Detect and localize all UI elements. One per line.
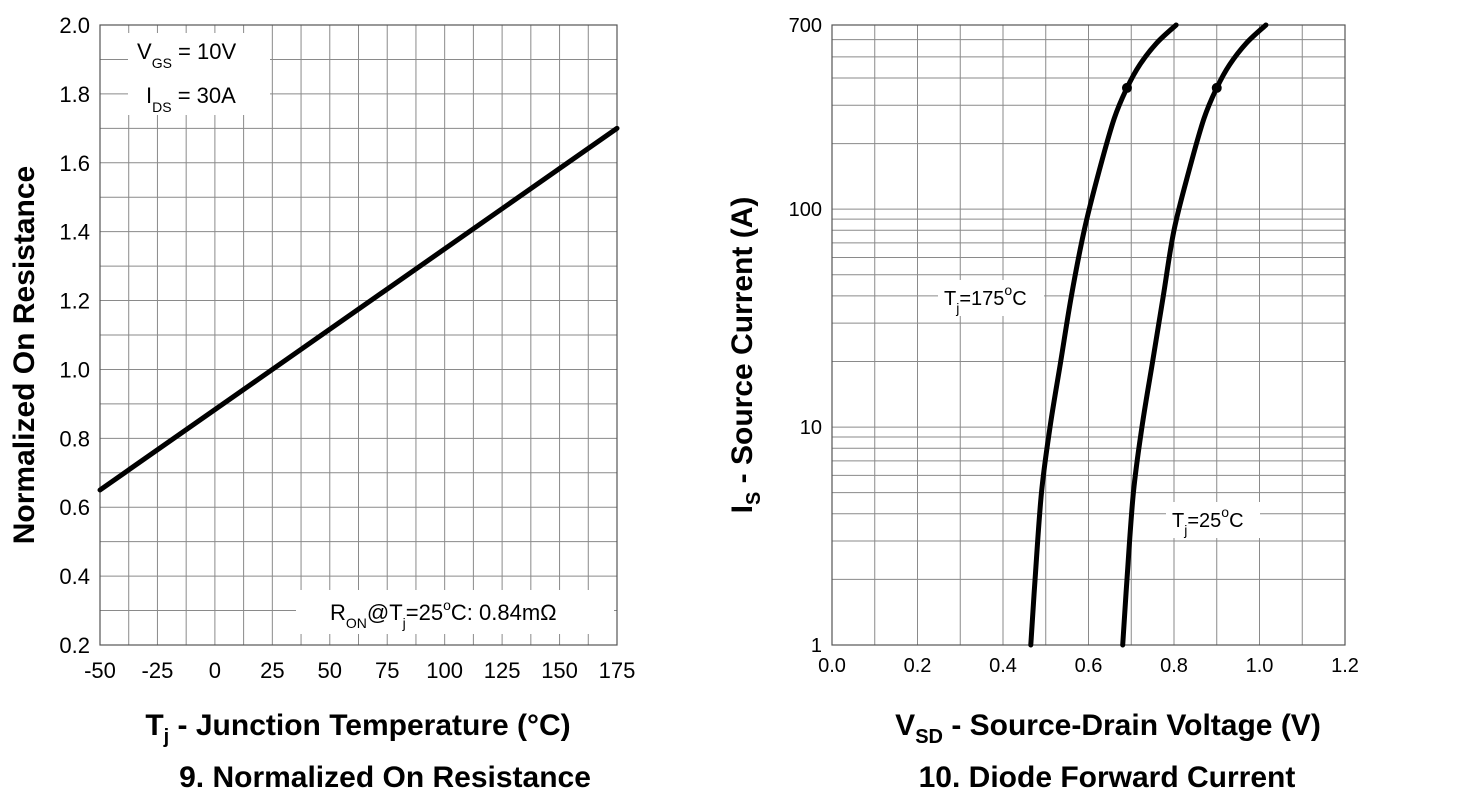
chart1-x-tick-label: 150 [541,658,578,683]
chart1-x-tick-label: 75 [375,658,399,683]
chart1-y-tick-label: 1.0 [59,357,90,382]
chart2-y-tick-label: 10 [800,417,822,439]
chart2-caption: 10. Diode Forward Current [919,761,1296,794]
chart1-y-tick-label: 1.2 [59,289,90,314]
chart1-y-tick-label: 0.4 [59,564,90,589]
chart2-x-ticks: 0.0 0.2 0.4 0.6 0.8 1.0 1.2 [818,655,1359,677]
chart1-y-tick-label: 0.6 [59,495,90,520]
chart1-ron-annotation: RON@Tj=25oC: 0.84mΩ [330,597,557,631]
chart1-series-line [97,125,620,493]
chart1-caption: 9. Normalized On Resistance [179,761,591,794]
chart1-y-axis-label: Normalized On Resistance [8,166,41,544]
chart2-curve-marker [1211,82,1222,93]
chart2-y-ticks: 1 10 100 700 [789,15,822,657]
chart2-x-axis-label: VSD - Source-Drain Voltage (V) [895,709,1321,748]
chart1-x-tick-label: 100 [426,658,463,683]
chart1-x-ticks: -50 -25 0 25 50 75 100 125 150 175 [84,658,635,683]
chart1-plot-frame [99,24,618,646]
chart2-y-tick-label: 100 [789,199,822,221]
chart2-series-tj25-line [1120,22,1269,648]
chart1-conditions-box [128,33,270,115]
chart1-y-tick-label: 1.4 [59,220,90,245]
chart2-grid [831,24,1346,646]
chart1-y-ticks: 0.2 0.4 0.6 0.8 1.0 1.2 1.4 1.6 1.8 2.0 [59,13,90,658]
chart2-y-tick-label: 1 [811,635,822,657]
chart2-x-tick-label: 0.0 [818,655,846,677]
chart1-y-tick-label: 0.2 [59,633,90,658]
chart1-x-tick-label: -50 [84,658,116,683]
chart2-x-tick-label: 1.0 [1246,655,1274,677]
chart2-y-tick-label: 700 [789,15,822,37]
chart2-x-tick-label: 1.2 [1331,655,1359,677]
chart1-x-tick-label: 50 [318,658,342,683]
chart1-y-tick-label: 0.8 [59,426,90,451]
chart2-series [1028,22,1269,648]
chart2-label-tj175: Tj=175oC [944,282,1027,316]
chart1-y-tick-label: 2.0 [59,13,90,38]
chart1-x-tick-label: -25 [142,658,174,683]
chart1-x-tick-label: 125 [484,658,521,683]
chart1-x-tick-label: 0 [209,658,221,683]
chart2-x-tick-label: 0.8 [1160,655,1188,677]
chart2-x-tick-label: 0.6 [1075,655,1103,677]
chart1-ron-box [296,590,614,634]
chart2-label-175-bg [938,280,1044,316]
chart1-y-tick-label: 1.8 [59,82,90,107]
chart2-x-tick-label: 0.4 [989,655,1017,677]
chart1-grid [99,24,618,646]
chart2-label-25-bg [1166,502,1260,538]
chart1-x-tick-label: 25 [260,658,284,683]
chart2-curve-marker [1121,82,1132,93]
chart2-series-tj175-line [1028,22,1179,648]
chart1-series [97,125,620,493]
chart1-cond-vgs: VGS = 10V [137,39,236,71]
chart1-y-tick-label: 1.6 [59,151,90,176]
chart2-label-tj25: Tj=25oC [1172,504,1244,538]
chart1-x-axis-label: Tj - Junction Temperature (°C) [145,709,570,748]
chart2-x-tick-label: 0.2 [904,655,932,677]
chart-normalized-on-resistance: -50 -25 0 25 50 75 100 125 150 175 0.2 0.4 0.6 0.8 1.… [8,13,635,794]
chart-diode-forward-current: 0.0 0.2 0.4 0.6 0.8 1.0 1.2 1 10 100 700 Tj=175oC… [726,15,1359,794]
chart2-y-axis-label: IS - Source Current (A) [726,197,765,514]
chart1-cond-ids: IDS = 30A [146,83,236,115]
chart1-x-tick-label: 175 [599,658,636,683]
chart2-plot-frame [831,24,1346,646]
